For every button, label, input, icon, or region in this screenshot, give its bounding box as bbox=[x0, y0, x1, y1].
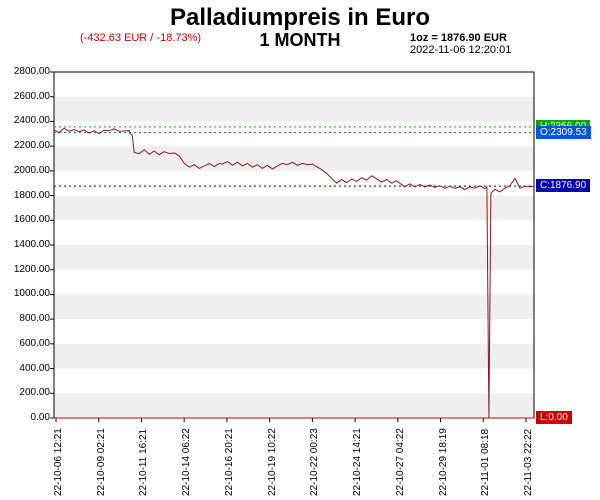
x-tick-label: 22-10-19 10:22 bbox=[267, 428, 278, 496]
y-tick-label: 1600.00 bbox=[2, 214, 50, 225]
x-tick-label: 22-10-27 04:22 bbox=[395, 428, 406, 496]
y-tick-label: 200.00 bbox=[2, 387, 50, 398]
y-tick-label: 1200.00 bbox=[2, 264, 50, 275]
x-tick-label: 22-10-16 20:21 bbox=[224, 428, 235, 496]
y-tick-label: 400.00 bbox=[2, 363, 50, 374]
x-tick-label: 22-10-09 02:21 bbox=[96, 428, 107, 496]
x-tick-label: 22-10-11 16:21 bbox=[138, 429, 149, 496]
y-tick-label: 2400.00 bbox=[2, 115, 50, 126]
y-tick-label: 1800.00 bbox=[2, 190, 50, 201]
chart-plot bbox=[0, 0, 600, 500]
y-tick-label: 2000.00 bbox=[2, 165, 50, 176]
x-tick-label: 22-11-03 22:22 bbox=[523, 429, 534, 496]
x-tick-label: 22-10-29 18:19 bbox=[438, 428, 449, 496]
y-tick-label: 600.00 bbox=[2, 338, 50, 349]
y-tick-label: 1000.00 bbox=[2, 288, 50, 299]
x-tick-label: 22-10-06 12:21 bbox=[53, 428, 64, 496]
y-tick-label: 2200.00 bbox=[2, 140, 50, 151]
reference-label: L:0.00 bbox=[536, 411, 572, 424]
x-tick-label: 22-10-24 14:21 bbox=[352, 428, 363, 496]
y-tick-label: 2600.00 bbox=[2, 91, 50, 102]
reference-label: C:1876.90 bbox=[536, 179, 590, 192]
x-tick-label: 22-10-22 00:23 bbox=[309, 428, 320, 496]
y-tick-label: 0.00 bbox=[2, 412, 50, 423]
y-tick-label: 2800.00 bbox=[2, 66, 50, 77]
reference-label: O:2309.53 bbox=[536, 126, 591, 139]
y-tick-label: 800.00 bbox=[2, 313, 50, 324]
x-tick-label: 22-11-01 08:18 bbox=[480, 429, 491, 496]
y-tick-label: 1400.00 bbox=[2, 239, 50, 250]
x-tick-label: 22-10-14 06:22 bbox=[181, 428, 192, 496]
